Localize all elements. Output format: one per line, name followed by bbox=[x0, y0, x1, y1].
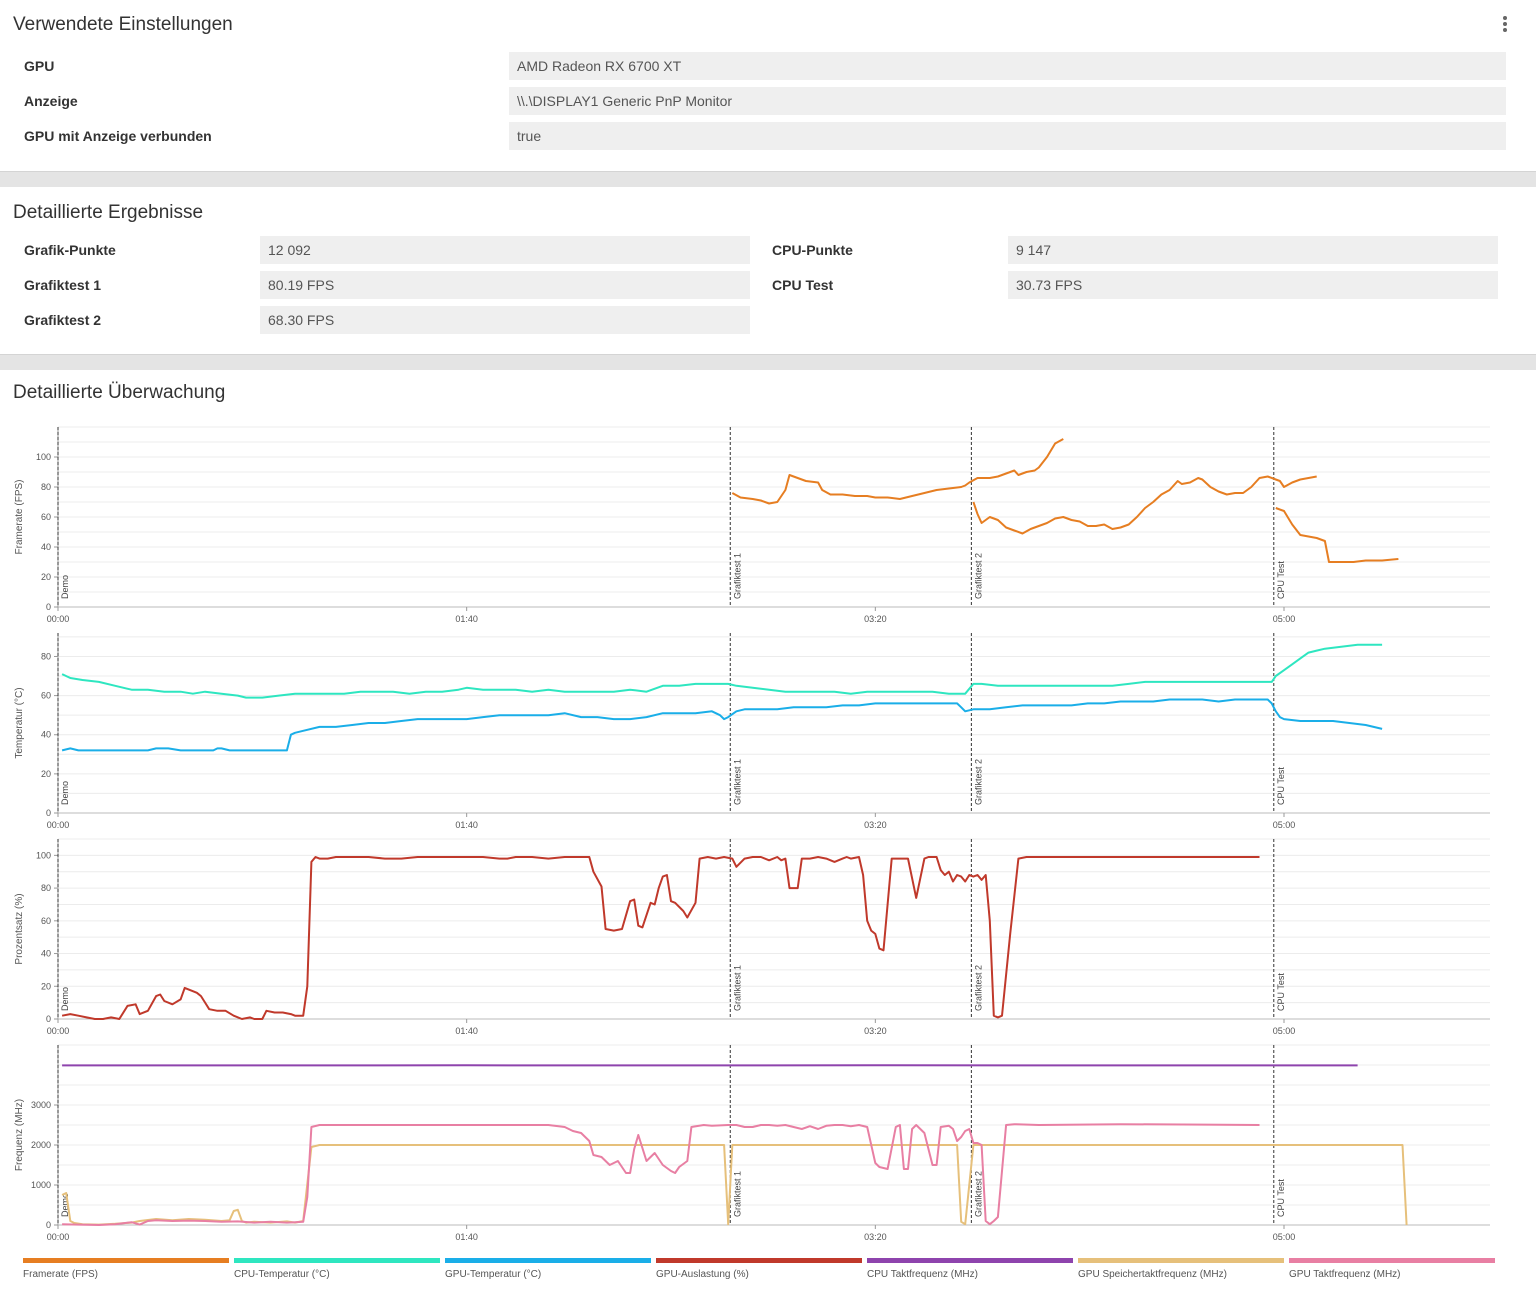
results-value-cpu-test: 30.73 FPS bbox=[1008, 271, 1498, 299]
legend-label: GPU Taktfrequenz (MHz) bbox=[1289, 1269, 1401, 1280]
results-label-cpu-score: CPU-Punkte bbox=[772, 242, 853, 258]
legend-label: GPU-Auslastung (%) bbox=[656, 1269, 749, 1280]
legend-label: CPU-Temperatur (°C) bbox=[234, 1269, 330, 1280]
legend-label: Framerate (FPS) bbox=[23, 1269, 99, 1280]
section-divider bbox=[0, 171, 1536, 188]
results-label-graphics-test-1: Grafiktest 1 bbox=[24, 277, 102, 293]
results-label-graphics-test-2: Grafiktest 2 bbox=[24, 312, 102, 328]
legend-swatch bbox=[445, 1258, 651, 1263]
legend-item[interactable]: GPU-Auslastung (%) bbox=[656, 1258, 862, 1280]
legend-swatch bbox=[1289, 1258, 1495, 1263]
section-divider bbox=[0, 354, 1536, 371]
legend-label: GPU Speichertaktfrequenz (MHz) bbox=[1078, 1269, 1227, 1280]
legend-item[interactable]: GPU Taktfrequenz (MHz) bbox=[1289, 1258, 1495, 1280]
legend-item[interactable]: Framerate (FPS) bbox=[23, 1258, 229, 1280]
settings-label-display: Anzeige bbox=[24, 93, 78, 109]
results-title: Detaillierte Ergebnisse bbox=[13, 202, 204, 223]
settings-label-connected: GPU mit Anzeige verbunden bbox=[24, 128, 212, 144]
settings-value-connected: true bbox=[509, 122, 1506, 150]
settings-value-display: \\.\DISPLAY1 Generic PnP Monitor bbox=[509, 87, 1506, 115]
legend-swatch bbox=[1078, 1258, 1284, 1263]
results-value-cpu-score: 9 147 bbox=[1008, 236, 1498, 264]
settings-label-gpu: GPU bbox=[24, 58, 55, 74]
settings-title: Verwendete Einstellungen bbox=[13, 14, 233, 35]
legend-item[interactable]: CPU-Temperatur (°C) bbox=[234, 1258, 440, 1280]
settings-section: Verwendete Einstellungen GPU AMD Radeon … bbox=[0, 0, 1536, 171]
results-section: Detaillierte Ergebnisse Grafik-Punkte 12… bbox=[0, 187, 1536, 354]
monitoring-title: Detaillierte Überwachung bbox=[13, 382, 226, 403]
legend-swatch bbox=[867, 1258, 1073, 1263]
more-options-icon[interactable] bbox=[1500, 16, 1510, 34]
results-value-graphics-test-2: 68.30 FPS bbox=[260, 306, 750, 334]
settings-value-gpu: AMD Radeon RX 6700 XT bbox=[509, 52, 1506, 80]
legend-item[interactable]: GPU-Temperatur (°C) bbox=[445, 1258, 651, 1280]
legend-item[interactable]: GPU Speichertaktfrequenz (MHz) bbox=[1078, 1258, 1284, 1280]
monitoring-section: Detaillierte Überwachung bbox=[0, 370, 1536, 1291]
legend-item[interactable]: CPU Taktfrequenz (MHz) bbox=[867, 1258, 1073, 1280]
legend-label: GPU-Temperatur (°C) bbox=[445, 1269, 542, 1280]
results-value-graphics-test-1: 80.19 FPS bbox=[260, 271, 750, 299]
results-label-graphics-score: Grafik-Punkte bbox=[24, 242, 116, 258]
legend-swatch bbox=[23, 1258, 229, 1263]
results-label-cpu-test: CPU Test bbox=[772, 277, 834, 293]
legend-swatch bbox=[656, 1258, 862, 1263]
results-value-graphics-score: 12 092 bbox=[260, 236, 750, 264]
legend-label: CPU Taktfrequenz (MHz) bbox=[867, 1269, 978, 1280]
legend-swatch bbox=[234, 1258, 440, 1263]
